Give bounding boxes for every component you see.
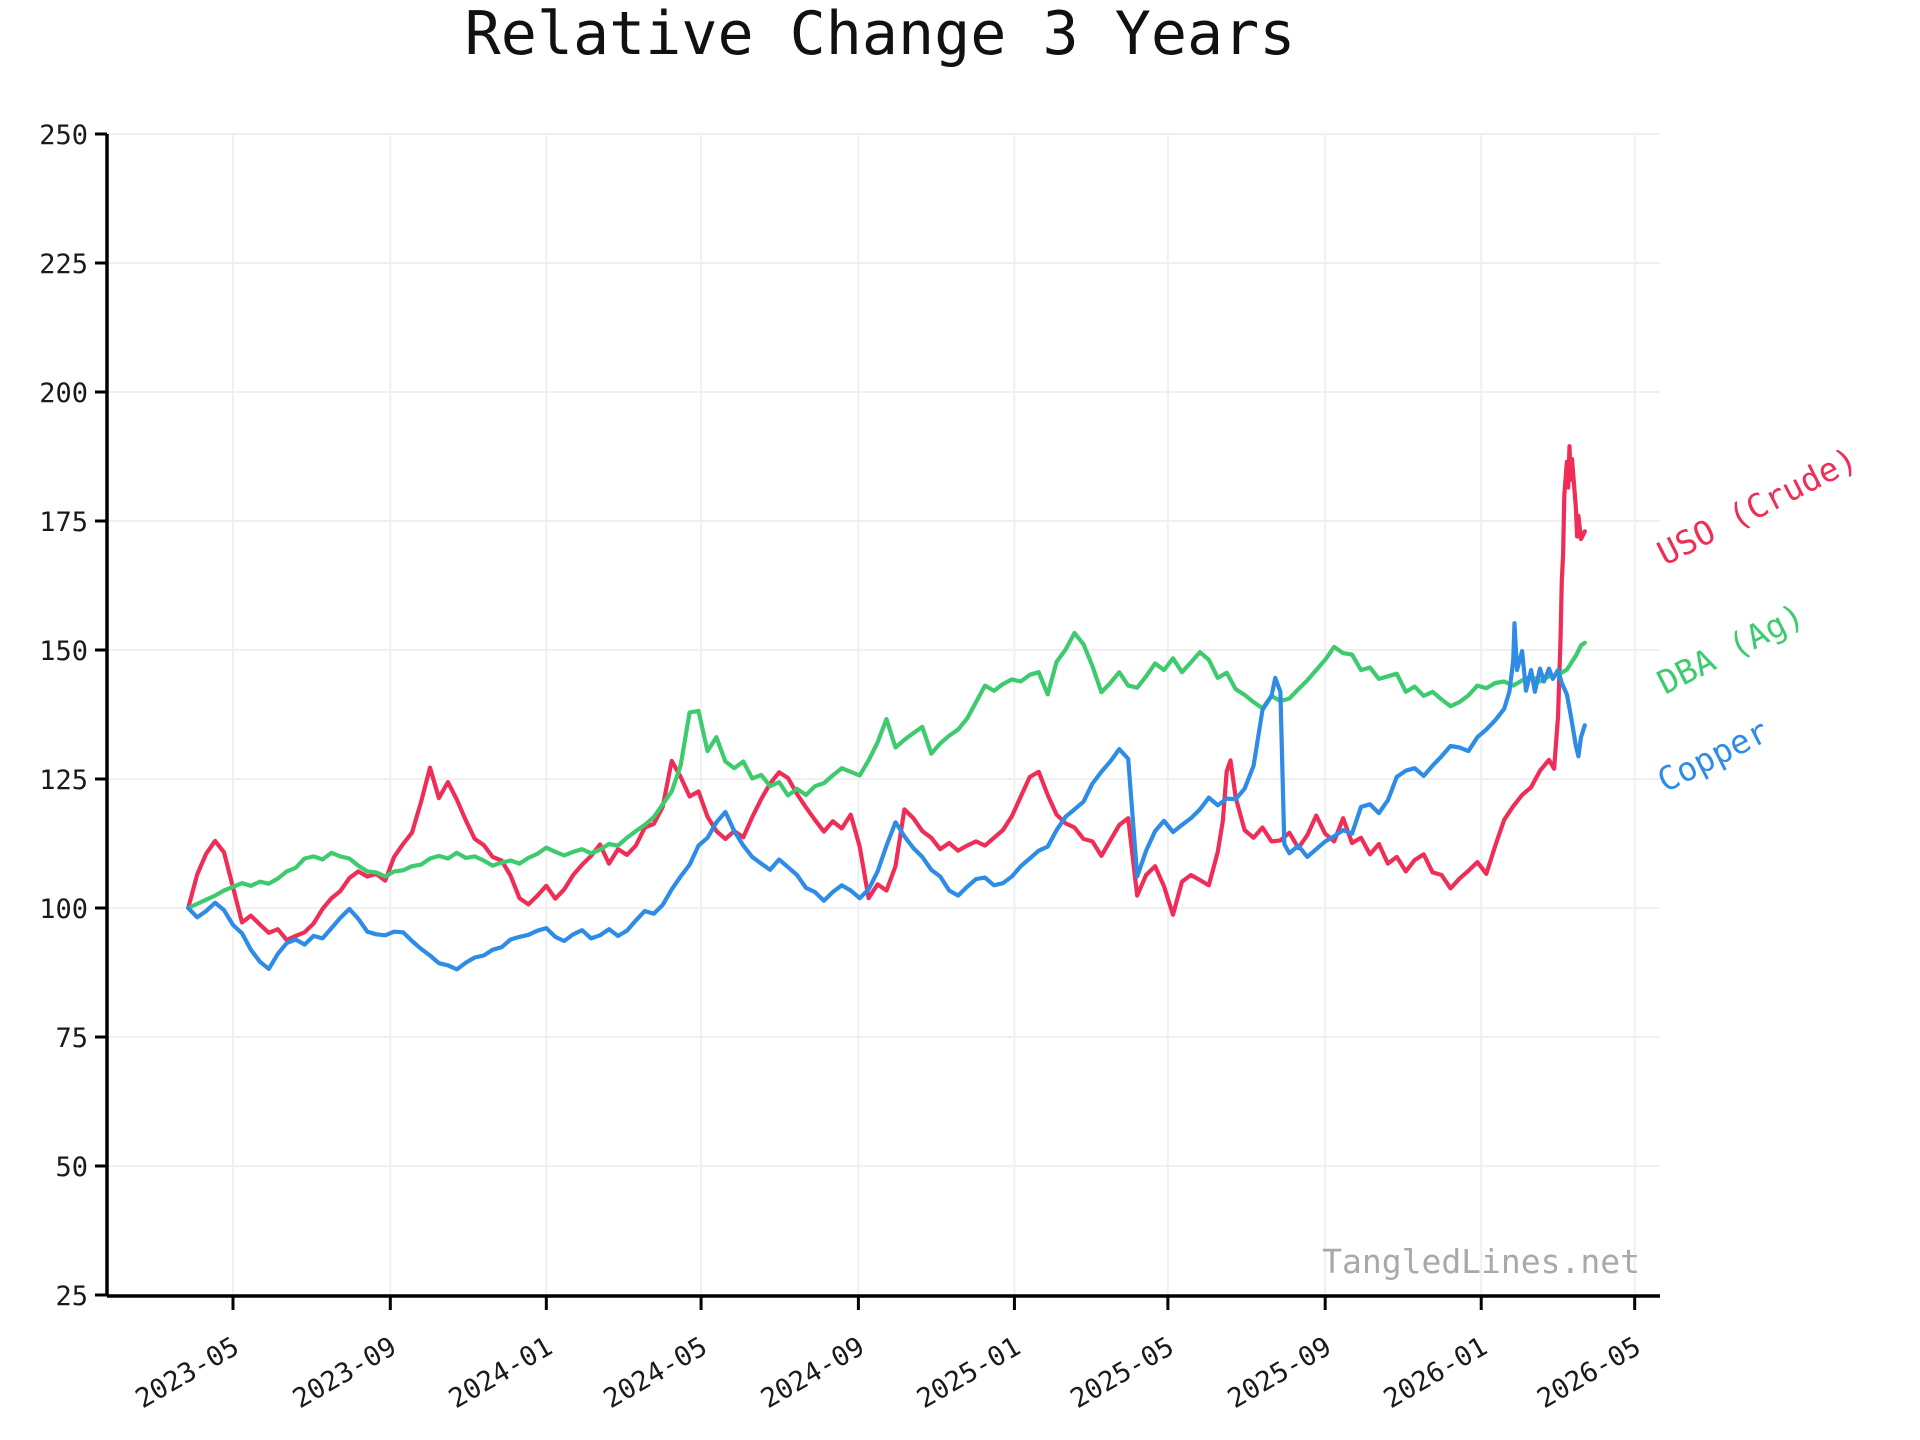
x-tick-label: 2023-09 <box>288 1331 402 1415</box>
y-tick-label: 175 <box>39 507 88 538</box>
series-lines <box>186 444 1587 972</box>
y-tick-label: 50 <box>55 1152 88 1183</box>
x-tick-label: 2024-09 <box>756 1331 870 1415</box>
series-inline-legend: USO (Crude) DBA (Ag) Copper <box>1651 439 1863 800</box>
x-tick-label: 2026-01 <box>1379 1331 1493 1415</box>
y-tick-label: 100 <box>39 894 88 925</box>
y-tick-label: 250 <box>39 120 88 151</box>
watermark: TangledLines.net <box>1322 1242 1640 1281</box>
x-tick-label: 2023-05 <box>130 1331 244 1415</box>
x-tick-label: 2026-05 <box>1532 1331 1646 1415</box>
x-tick-label: 2025-09 <box>1223 1331 1337 1415</box>
y-tick-label: 225 <box>39 249 88 280</box>
legend-label-uso-crude: USO (Crude) <box>1651 439 1863 573</box>
y-axis-ticks: 25 50 75 100 125 150 175 200 225 250 <box>39 120 107 1312</box>
legend-label-dba-ag: DBA (Ag) <box>1651 595 1810 702</box>
series-line-dba-ag <box>186 630 1587 911</box>
x-tick-label: 2024-05 <box>599 1331 713 1415</box>
x-axis-ticks: 2023-05 2023-09 2024-01 2024-05 2024-09 2025-… <box>130 1296 1646 1415</box>
series-line-copper <box>186 621 1587 972</box>
chart-title: Relative Change 3 Years <box>465 0 1296 69</box>
series-line-uso-crude <box>186 444 1587 943</box>
y-tick-label: 150 <box>39 636 88 667</box>
y-tick-label: 125 <box>39 765 88 796</box>
y-tick-label: 200 <box>39 378 88 409</box>
gridlines <box>107 133 1660 1296</box>
x-tick-label: 2025-05 <box>1065 1331 1179 1415</box>
x-tick-label: 2024-01 <box>444 1331 558 1415</box>
y-tick-label: 75 <box>55 1023 88 1054</box>
legend-label-copper: Copper <box>1651 711 1775 800</box>
x-tick-label: 2025-01 <box>912 1331 1026 1415</box>
y-tick-label: 25 <box>55 1281 88 1312</box>
